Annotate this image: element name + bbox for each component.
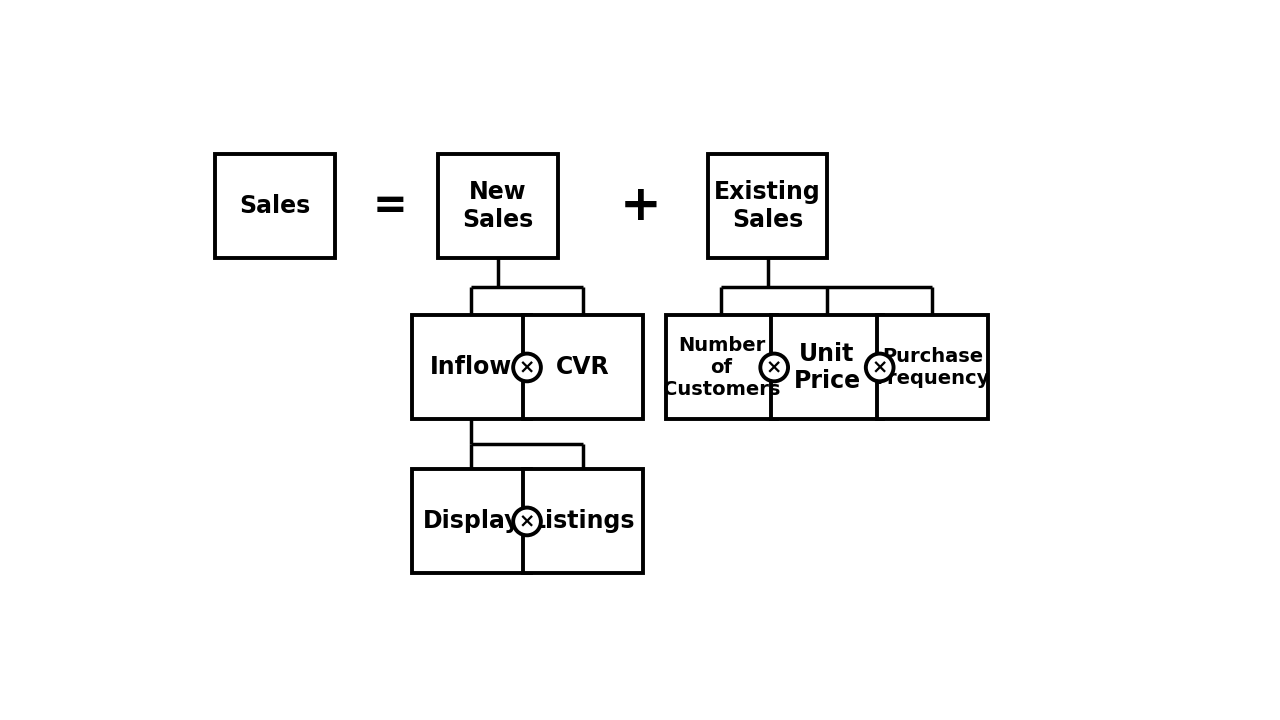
Text: =: = <box>372 185 408 227</box>
Text: ×: × <box>518 512 535 531</box>
FancyBboxPatch shape <box>524 469 643 573</box>
Circle shape <box>513 354 541 382</box>
Text: ×: × <box>872 358 888 377</box>
Circle shape <box>760 354 788 382</box>
Text: New
Sales: New Sales <box>462 180 534 232</box>
Text: Display: Display <box>422 510 520 534</box>
Text: Listings: Listings <box>531 510 635 534</box>
FancyBboxPatch shape <box>215 154 334 258</box>
Text: ×: × <box>518 358 535 377</box>
FancyBboxPatch shape <box>439 154 558 258</box>
FancyBboxPatch shape <box>877 315 988 420</box>
Text: Unit
Price: Unit Price <box>794 341 860 393</box>
FancyBboxPatch shape <box>524 315 643 420</box>
Circle shape <box>865 354 893 382</box>
Circle shape <box>513 508 541 535</box>
Text: CVR: CVR <box>556 356 609 379</box>
FancyBboxPatch shape <box>771 315 883 420</box>
FancyBboxPatch shape <box>412 315 531 420</box>
Text: Existing
Sales: Existing Sales <box>714 180 820 232</box>
FancyBboxPatch shape <box>708 154 827 258</box>
Text: Number
of
Customers: Number of Customers <box>663 336 780 399</box>
FancyBboxPatch shape <box>666 315 777 420</box>
FancyBboxPatch shape <box>412 469 531 573</box>
Text: Sales: Sales <box>239 194 311 217</box>
Text: Purchase
Frequency: Purchase Frequency <box>876 347 989 388</box>
Text: ×: × <box>765 358 782 377</box>
Text: +: + <box>620 181 662 230</box>
Text: Inflow: Inflow <box>430 356 512 379</box>
